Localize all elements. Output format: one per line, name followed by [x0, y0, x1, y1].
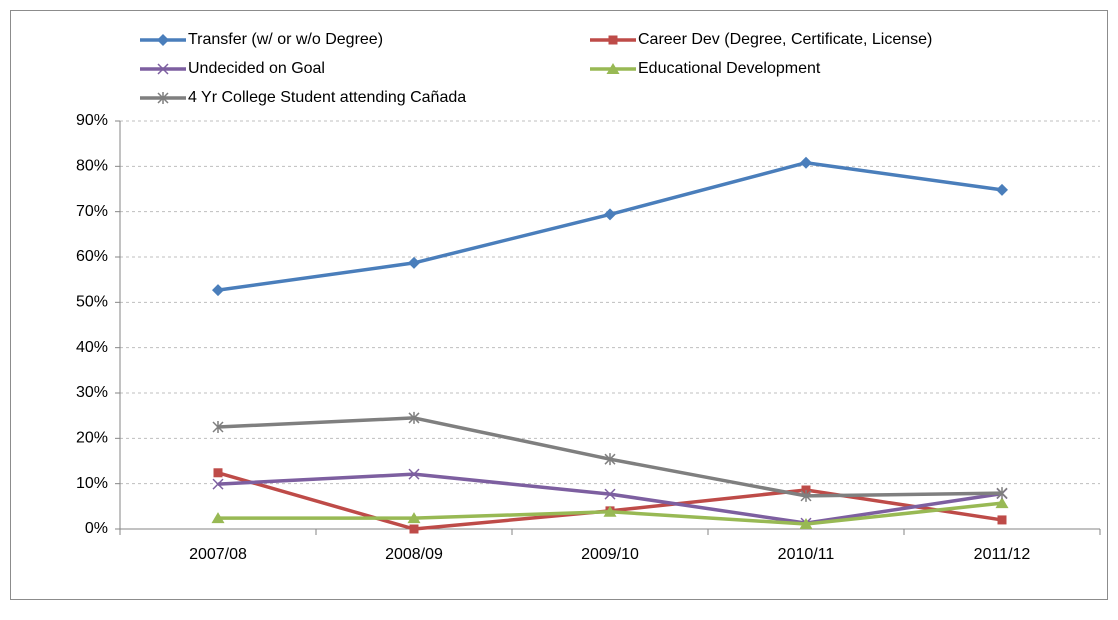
- legend-label: 4 Yr College Student attending Cañada: [188, 89, 466, 106]
- marker: [408, 411, 420, 424]
- marker: [212, 478, 224, 490]
- marker: [409, 524, 419, 534]
- marker: [997, 515, 1007, 525]
- marker: [213, 468, 223, 478]
- y-tick-label: 50%: [76, 294, 108, 311]
- marker: [996, 487, 1008, 500]
- marker: [799, 518, 813, 530]
- y-tick-label: 60%: [76, 248, 108, 265]
- y-tick-label: 0%: [85, 520, 108, 537]
- marker: [603, 505, 617, 517]
- marker: [157, 92, 169, 104]
- marker: [800, 489, 812, 502]
- marker: [212, 284, 224, 297]
- marker: [800, 156, 812, 169]
- marker: [606, 63, 620, 74]
- legend-label: Career Dev (Degree, Certificate, License…: [638, 31, 932, 48]
- marker: [604, 208, 616, 221]
- marker: [608, 35, 618, 45]
- y-tick-label: 10%: [76, 475, 108, 492]
- marker: [157, 63, 169, 75]
- x-tick-label: 2011/12: [974, 546, 1031, 563]
- x-tick-label: 2008/09: [385, 546, 443, 563]
- y-tick-label: 90%: [76, 112, 108, 129]
- y-tick-label: 70%: [76, 203, 108, 220]
- marker: [995, 497, 1009, 509]
- chart-frame: [10, 10, 1108, 600]
- marker: [408, 468, 420, 480]
- marker: [604, 453, 616, 466]
- marker: [996, 183, 1008, 196]
- y-tick-label: 20%: [76, 430, 108, 447]
- x-tick-label: 2009/10: [581, 546, 639, 563]
- y-tick-label: 80%: [76, 158, 108, 175]
- marker: [211, 512, 225, 524]
- marker: [407, 512, 421, 524]
- y-tick-label: 40%: [76, 339, 108, 356]
- legend-label: Transfer (w/ or w/o Degree): [188, 31, 383, 48]
- y-tick-label: 30%: [76, 384, 108, 401]
- x-tick-label: 2007/08: [189, 546, 247, 563]
- marker: [157, 34, 169, 46]
- legend-label: Undecided on Goal: [188, 60, 325, 77]
- marker: [408, 256, 420, 269]
- marker: [212, 421, 224, 433]
- marker: [604, 488, 616, 500]
- x-tick-label: 2010/11: [778, 546, 835, 563]
- legend-label: Educational Development: [638, 60, 821, 77]
